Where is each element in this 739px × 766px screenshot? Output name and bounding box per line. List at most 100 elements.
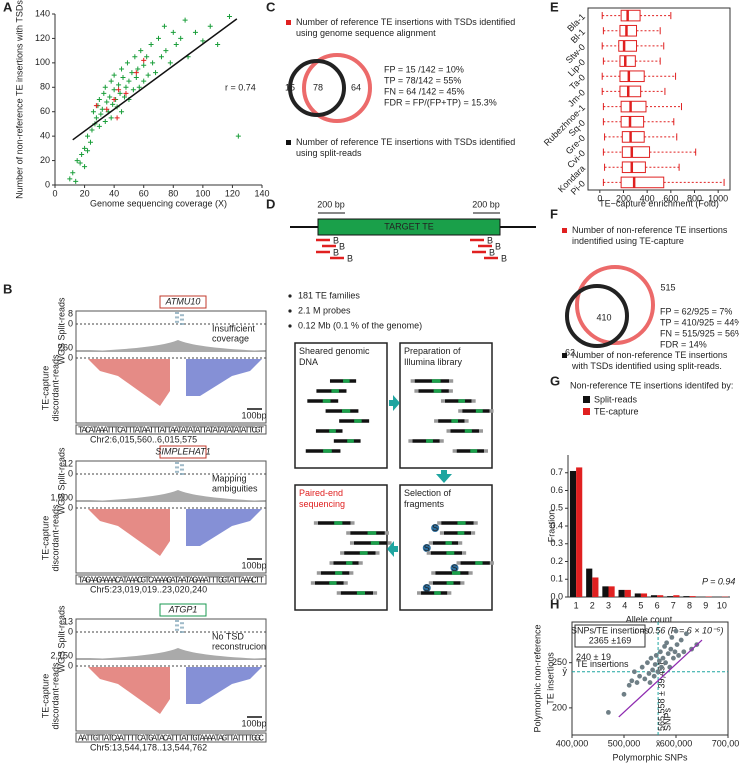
annotation: r = 0.74 (225, 82, 256, 92)
read-stack (180, 314, 184, 317)
point (192, 29, 198, 35)
axis-label: 0 (68, 502, 73, 512)
point (150, 60, 156, 66)
plot-frame (571, 621, 729, 736)
venn-red (302, 53, 372, 123)
point (650, 667, 655, 673)
read-stack (175, 628, 179, 631)
point (681, 649, 687, 655)
legend-swatch (583, 396, 590, 403)
point (82, 164, 88, 170)
fit-line (72, 18, 238, 141)
point (684, 631, 689, 637)
x-tick-label: 700,000 (712, 738, 739, 748)
point (141, 78, 147, 84)
x-tick-label: 3 (606, 600, 611, 610)
read-stack (180, 323, 184, 325)
x-axis-label: Polymorphic SNPs (612, 752, 688, 762)
point (101, 90, 107, 96)
point (85, 148, 91, 154)
stat: TP = 78/142 = 55% (384, 75, 461, 85)
sequence-box (75, 732, 267, 743)
bead-label: S (432, 523, 438, 533)
y-tick-label: 40 (40, 131, 50, 141)
bead (422, 584, 431, 592)
point (200, 38, 206, 44)
x-tick-label: 60 (139, 188, 149, 198)
annotation-box (574, 624, 646, 648)
step-label: Preparation of Illumina library (404, 346, 463, 367)
x-tick-label: 100 (195, 188, 210, 198)
bar (586, 568, 593, 597)
x-tick-label: 4 (622, 600, 627, 610)
read-stack (180, 631, 184, 633)
bar (618, 589, 625, 597)
point (111, 72, 117, 78)
box (618, 40, 638, 52)
track-label: TE-capture (40, 366, 50, 411)
annotation: TE insertions (576, 659, 629, 669)
point (132, 54, 138, 60)
read-stack (180, 626, 184, 629)
stat: FN = 515/925 = 56% (660, 328, 739, 338)
annotation: Insufficient (212, 323, 255, 333)
arrow (389, 395, 400, 411)
annotation: SNPs/TE insertions (571, 625, 650, 635)
bullet (288, 309, 292, 313)
point (163, 48, 169, 54)
panel-label: D (266, 196, 275, 211)
point (119, 66, 125, 72)
y-tick-label: 20 (40, 155, 50, 165)
reads-right (186, 509, 262, 546)
x-tick-label: 2 (590, 600, 595, 610)
probe-label: B (339, 241, 345, 251)
bar (602, 586, 609, 597)
sequence: TAGAAGAAAACATAAACGTCAAAAGATAATAGAAATTTGG… (78, 575, 265, 585)
point (673, 628, 679, 634)
box (621, 146, 651, 158)
x-tick-label: 6 (655, 600, 660, 610)
bar (640, 593, 648, 597)
gene-label: ATMU10 (165, 296, 201, 306)
point (96, 123, 102, 129)
annotation: Mapping (212, 473, 247, 483)
stat: FP = 15 /142 = 10% (384, 64, 464, 74)
point (73, 178, 79, 184)
bullet-text: 2.1 M probes (298, 305, 351, 315)
y-axis-label: Fraction (546, 510, 556, 543)
point (671, 655, 676, 661)
box (619, 85, 642, 98)
point (77, 160, 83, 166)
probe-label: B (487, 235, 493, 245)
point (67, 176, 73, 182)
annotation: 2365 ±169 (589, 635, 631, 645)
read-stack (175, 466, 179, 469)
point (655, 669, 661, 675)
read-stack (175, 470, 179, 473)
venn-count: 515 (660, 282, 675, 292)
box (619, 70, 645, 83)
point (659, 664, 664, 670)
point (99, 106, 105, 112)
gene-box (159, 603, 207, 617)
stat: FDR = FP/(FP+TP) = 15.3% (384, 97, 497, 107)
legend-label: Split-reads (594, 394, 638, 404)
point (110, 101, 116, 107)
panel-label: A (3, 0, 13, 14)
point (669, 634, 675, 640)
axis-label: 260 (58, 342, 73, 352)
point (178, 35, 184, 41)
track-label: discordant-reads (50, 354, 60, 422)
sequence: AATTGTTATCAATTTTCATGATACATTTATTGTAAAATAG… (78, 733, 265, 743)
point (123, 84, 129, 90)
read-stack (175, 624, 179, 627)
bead (422, 544, 431, 552)
read-stack (175, 316, 179, 319)
annotation: r = 0.56 (P = 6 × 10⁻⁵) (635, 625, 724, 635)
stat: TP = 410/925 = 44% (660, 317, 739, 327)
axis-label: 8 (68, 308, 73, 318)
point (129, 70, 135, 76)
point (116, 87, 122, 93)
point (89, 127, 95, 133)
